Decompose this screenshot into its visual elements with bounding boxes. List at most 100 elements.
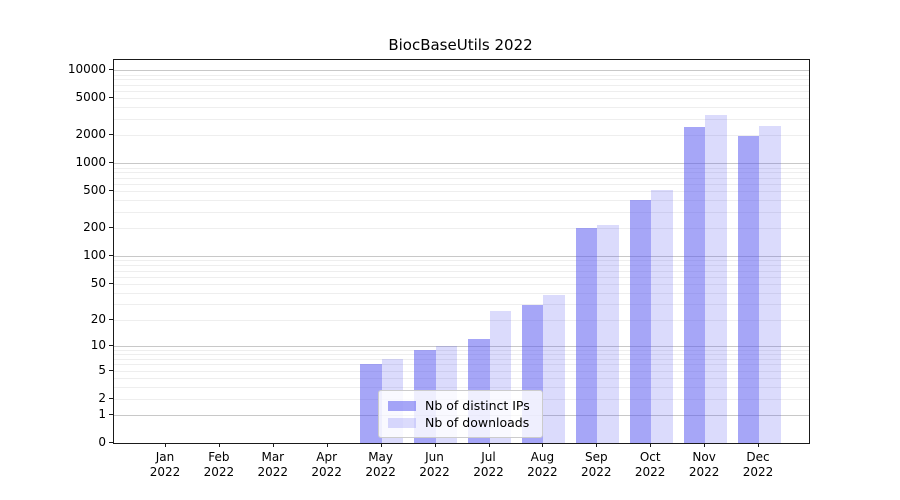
- minor-gridline: [114, 364, 809, 366]
- x-tick-label: Apr 2022: [311, 450, 342, 479]
- x-tick-mark: [758, 443, 759, 447]
- bar-distinct-ips: [360, 364, 382, 443]
- x-tick-mark: [488, 443, 490, 447]
- minor-gridline: [114, 276, 809, 278]
- minor-gridline: [114, 319, 809, 321]
- y-tick-mark: [109, 442, 113, 443]
- y-tick-mark: [109, 190, 113, 192]
- y-tick-mark: [109, 97, 113, 99]
- minor-gridline: [114, 79, 809, 81]
- minor-gridline: [114, 283, 809, 285]
- minor-gridline: [114, 265, 809, 267]
- y-tick-label: 10: [90, 337, 106, 352]
- y-tick-mark: [109, 413, 113, 415]
- x-tick-label: Jun 2022: [419, 450, 450, 479]
- x-tick-label: Oct 2022: [634, 450, 666, 479]
- x-tick-label: Aug 2022: [527, 450, 558, 479]
- y-tick-label: 10000: [67, 62, 106, 77]
- y-tick-label: 5000: [75, 90, 106, 105]
- bar-downloads: [705, 115, 727, 443]
- minor-gridline: [114, 177, 809, 179]
- x-tick-label: Sep 2022: [581, 450, 612, 479]
- plot-area: [113, 59, 810, 444]
- x-tick-mark: [650, 443, 652, 447]
- y-tick-label: 2000: [75, 127, 106, 142]
- minor-gridline: [114, 386, 809, 388]
- bar-downloads: [597, 224, 619, 443]
- minor-gridline: [114, 270, 809, 272]
- minor-gridline: [114, 135, 809, 137]
- bar-downloads: [543, 294, 565, 443]
- legend-label-distinct-ips: Nb of distinct IPs: [425, 398, 530, 413]
- x-tick-mark: [704, 443, 706, 447]
- minor-gridline: [114, 228, 809, 230]
- y-tick-mark: [109, 255, 113, 257]
- legend-label-downloads: Nb of downloads: [425, 415, 530, 430]
- y-tick-mark: [109, 318, 113, 320]
- x-tick-mark: [326, 443, 328, 447]
- minor-gridline: [114, 84, 809, 86]
- y-tick-label: 100: [83, 248, 106, 263]
- y-tick-label: 5: [98, 362, 106, 377]
- chart-title: BiocBaseUtils 2022: [388, 36, 533, 54]
- y-tick-mark: [109, 369, 113, 371]
- x-tick-mark: [542, 443, 544, 447]
- x-tick-mark: [165, 443, 166, 447]
- minor-gridline: [114, 107, 809, 109]
- minor-gridline: [114, 358, 809, 360]
- y-tick-mark: [109, 227, 113, 229]
- minor-gridline: [114, 184, 809, 185]
- y-tick-mark: [109, 282, 113, 284]
- x-tick-mark: [380, 443, 382, 447]
- y-tick-mark: [109, 162, 113, 164]
- minor-gridline: [114, 200, 809, 202]
- legend-item-downloads: Nb of downloads: [388, 414, 530, 431]
- minor-gridline: [114, 354, 809, 356]
- y-tick-mark: [109, 69, 113, 71]
- x-tick-label: May 2022: [365, 450, 396, 479]
- y-tick-mark: [109, 134, 113, 136]
- y-tick-label: 1: [98, 406, 106, 421]
- bar-distinct-ips: [575, 228, 598, 443]
- minor-gridline: [114, 90, 809, 92]
- minor-gridline: [114, 304, 809, 305]
- y-tick-label: 1000: [75, 155, 106, 170]
- major-gridline: [114, 70, 809, 72]
- y-tick-mark: [109, 344, 113, 346]
- major-gridline: [114, 345, 809, 347]
- minor-gridline: [114, 377, 809, 379]
- minor-gridline: [114, 172, 809, 174]
- legend: Nb of distinct IPs Nb of downloads: [378, 390, 543, 438]
- x-tick-label: Jan 2022: [149, 450, 181, 479]
- legend-item-distinct-ips: Nb of distinct IPs: [388, 397, 530, 414]
- minor-gridline: [114, 349, 809, 351]
- x-tick-label: Jul 2022: [473, 450, 504, 479]
- minor-gridline: [114, 212, 809, 213]
- y-tick-label: 20: [90, 311, 106, 326]
- legend-swatch-downloads-icon: [388, 417, 416, 428]
- bar-distinct-ips: [737, 136, 759, 443]
- legend-swatch-distinct-ips-icon: [388, 400, 416, 411]
- x-tick-label: Nov 2022: [688, 450, 720, 479]
- y-tick-label: 500: [83, 183, 106, 198]
- minor-gridline: [114, 292, 809, 294]
- minor-gridline: [114, 370, 809, 372]
- y-tick-label: 50: [90, 275, 106, 290]
- y-tick-mark: [109, 397, 113, 399]
- minor-gridline: [114, 260, 809, 262]
- minor-gridline: [114, 98, 809, 100]
- minor-gridline: [114, 118, 809, 120]
- x-tick-mark: [596, 443, 598, 447]
- minor-gridline: [114, 191, 809, 193]
- x-tick-mark: [272, 443, 274, 447]
- x-tick-mark: [218, 443, 220, 447]
- y-tick-label: 2: [98, 390, 106, 405]
- x-tick-label: Mar 2022: [257, 450, 289, 479]
- bar-downloads: [759, 125, 781, 443]
- major-gridline: [114, 163, 809, 165]
- minor-gridline: [114, 167, 809, 169]
- x-tick-label: Dec 2022: [742, 450, 774, 479]
- bar-distinct-ips: [683, 127, 706, 443]
- major-gridline: [114, 256, 809, 258]
